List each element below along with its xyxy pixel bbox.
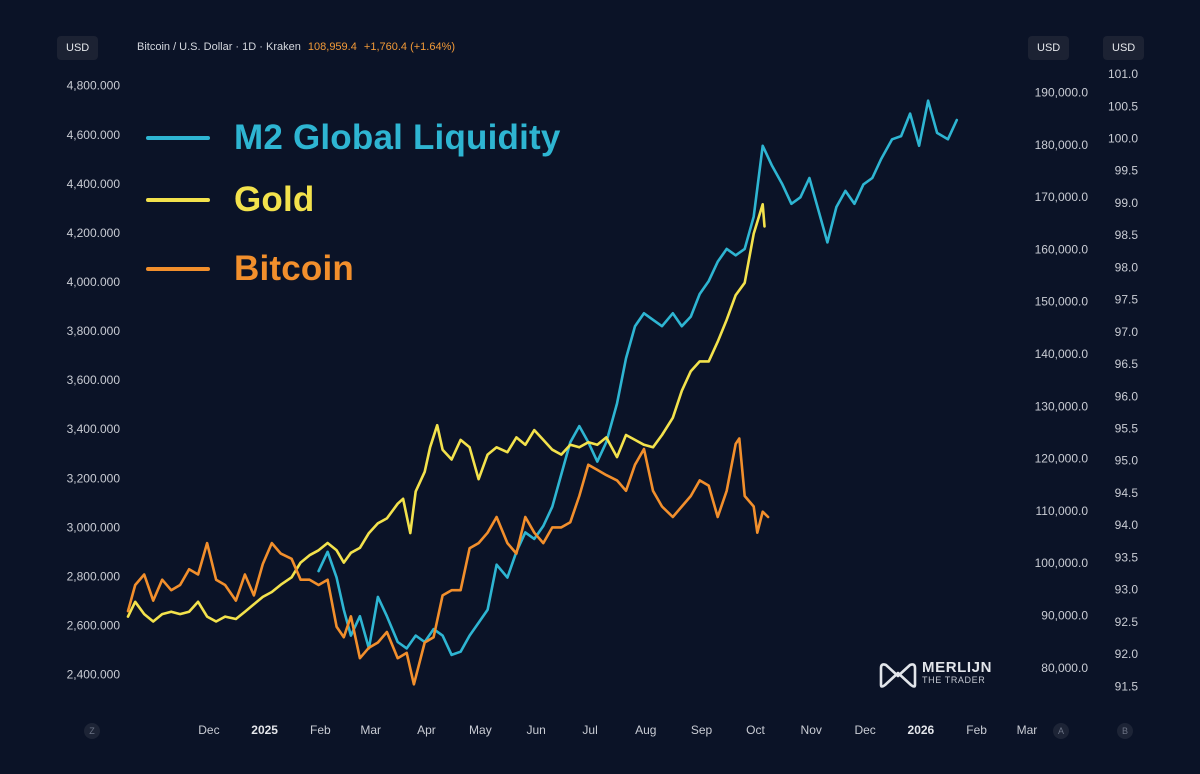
y-tick-right-2: 96.5 [1115,357,1139,371]
y-tick-right-2: 94.0 [1115,518,1139,532]
y-tick-right-2: 100.5 [1108,99,1138,113]
y-tick-left: 2,800.000 [67,569,121,583]
series-line-m2-global-liquidity [317,99,959,657]
y-tick-right-2: 98.5 [1115,228,1139,242]
series-line-gold [126,203,766,623]
legend-item-m2: M2 Global Liquidity [146,118,561,158]
y-tick-right-1: 150,000.0 [1035,295,1089,309]
y-tick-right-2: 93.0 [1115,583,1139,597]
y-tick-left: 4,200.000 [67,226,121,240]
currency-badge-left[interactable]: USD [57,36,99,60]
y-tick-left: 2,400.000 [67,668,121,682]
y-tick-right-2: 93.5 [1115,550,1139,564]
x-tick: Apr [417,723,436,737]
y-tick-right-2: 94.5 [1115,486,1139,500]
legend-swatch-bitcoin [146,267,210,271]
y-tick-left: 2,600.000 [67,619,121,633]
x-tick: 2025 [251,723,278,737]
logo-name: MERLIJN [922,659,993,676]
x-tick: Feb [966,723,987,737]
y-axis-left-ticks: 2,400.000 2,600.000 2,800.000 3,000.000 3,20… [67,79,121,682]
y-tick-right-1: 130,000.0 [1035,399,1089,413]
corner-button-a[interactable]: A [1053,723,1069,739]
x-tick: May [469,723,492,737]
x-tick: Dec [198,723,219,737]
y-tick-right-1: 90,000.0 [1041,608,1088,622]
x-tick: Dec [854,723,875,737]
y-tick-right-2: 97.0 [1115,325,1139,339]
legend-swatch-gold [146,198,210,202]
y-tick-right-2: 91.5 [1115,679,1139,693]
y-tick-left: 4,000.000 [67,275,121,289]
y-tick-right-2: 92.5 [1115,615,1139,629]
x-tick: Jun [526,723,545,737]
x-tick: Jul [582,723,597,737]
y-tick-left: 4,400.000 [67,177,121,191]
legend-label-m2: M2 Global Liquidity [234,118,561,157]
corner-button-b[interactable]: B [1117,723,1133,739]
y-tick-right-1: 110,000.0 [1036,504,1089,518]
currency-badge-right-1[interactable]: USD [1028,36,1070,60]
y-tick-left: 3,000.000 [67,520,121,534]
y-tick-left: 4,800.000 [67,79,121,93]
y-axis-right-1-ticks: 80,000.0 90,000.0 100,000.0 110,000.0 120,00… [1035,86,1089,675]
y-tick-right-1: 160,000.0 [1035,242,1089,256]
corner-button-z[interactable]: Z [84,723,100,739]
currency-badge-right-2[interactable]: USD [1103,36,1145,60]
legend-item-bitcoin: Bitcoin [146,249,354,289]
x-tick: Aug [635,723,656,737]
series-line-bitcoin [126,437,770,686]
merlijn-logo: MERLIJN THE TRADER [878,660,992,688]
legend-item-gold: Gold [146,180,315,220]
x-tick: Mar [360,723,381,737]
symbol-label: Bitcoin / U.S. Dollar · 1D · Kraken [137,41,301,53]
y-tick-right-2: 92.0 [1115,647,1139,661]
y-tick-right-2: 100.0 [1108,132,1138,146]
legend-label-gold: Gold [234,180,315,219]
x-tick: Oct [746,723,765,737]
y-tick-right-1: 190,000.0 [1035,86,1089,100]
y-tick-left: 3,600.000 [67,373,121,387]
y-tick-right-2: 101.0 [1108,67,1138,81]
price-change: +1,760.4 (+1.64%) [363,41,456,53]
y-tick-left: 3,400.000 [67,422,121,436]
y-tick-left: 3,200.000 [67,471,121,485]
merlijn-logo-icon [879,663,917,688]
y-tick-right-2: 96.0 [1115,389,1139,403]
y-axis-right-2-ticks: 91.5 92.0 92.5 93.0 93.5 94.0 94.5 95.0 95.5 96.0… [1108,67,1138,693]
x-tick: Mar [1017,723,1038,737]
series-layer [126,99,959,686]
legend-swatch-m2 [146,136,210,140]
y-tick-right-2: 97.5 [1115,293,1139,307]
y-tick-right-2: 99.0 [1115,196,1139,210]
y-tick-right-1: 170,000.0 [1035,190,1089,204]
x-axis-ticks: Dec 2025 Feb Mar Apr May Jun Jul Aug Sep Oct Nov Dec… [198,723,1037,737]
last-price: 108,959.4 [307,41,357,53]
symbol-header: Bitcoin / U.S. Dollar · 1D · Kraken 108,… [137,41,455,53]
y-tick-right-1: 80,000.0 [1041,661,1088,675]
x-tick: Feb [310,723,331,737]
y-tick-left: 4,600.000 [67,128,121,142]
y-tick-right-2: 99.5 [1115,164,1139,178]
y-tick-right-1: 100,000.0 [1035,556,1089,570]
legend-label-bitcoin: Bitcoin [234,249,355,288]
y-tick-right-1: 140,000.0 [1035,347,1089,361]
x-tick: 2026 [908,723,935,737]
y-tick-right-1: 120,000.0 [1035,452,1089,466]
logo-tagline: THE TRADER [922,675,986,685]
y-tick-right-2: 95.0 [1115,454,1139,468]
y-tick-right-2: 95.5 [1115,422,1139,436]
x-tick: Sep [691,723,713,737]
x-tick: Nov [801,723,822,737]
y-tick-right-1: 180,000.0 [1035,138,1089,152]
y-tick-left: 3,800.000 [67,324,121,338]
y-tick-right-2: 98.0 [1115,260,1139,274]
